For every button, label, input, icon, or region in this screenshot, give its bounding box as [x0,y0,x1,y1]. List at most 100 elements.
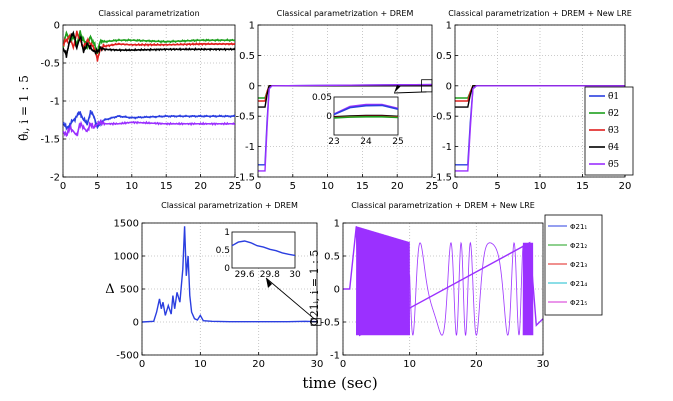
chart-5: Classical parametrization + DREM + New L… [320,201,549,370]
x-tick-label: 30 [311,359,324,370]
x-tick-label: 0 [340,359,346,370]
y-tick-label: 0 [54,21,60,32]
x-tick-label: 20 [194,181,207,192]
x-tick-label: 0 [452,181,458,192]
x-axis-label-time: time (sec) [302,374,377,392]
legend-label: θ̃2 [608,108,619,119]
series-line-2 [258,85,432,99]
inset-chart-2: 23 24 25 0 0.05 [312,79,433,147]
x-tick-label: 0 [255,181,261,192]
x-tick-label: 5 [290,181,296,192]
y-axis-label-theta: θ̃ᵢ, i = 1 : 5 [17,75,31,141]
legend-label: θ̃5 [608,159,619,170]
x-tick-label: 15 [576,181,589,192]
inset-y-tick-label: 0 [326,112,332,122]
y-tick-label: 0 [334,285,340,296]
y-tick-label: -0.5 [432,112,452,123]
y-tick-label: -1 [50,97,60,108]
chart-title: Classical parametrization + DREM + New L… [351,201,535,210]
inset-series-line [333,104,399,116]
inset-x-tick-label: 29.8 [260,270,280,280]
plot-frame [62,24,236,178]
y-tick-label: 1 [446,21,452,32]
y-tick-label: 500 [120,285,139,296]
zoom-arrow [265,277,315,320]
noisy-series-line [63,119,235,138]
x-tick-label: 10 [534,181,547,192]
inset-series-line [231,240,296,257]
inset-x-tick-label: 24 [360,137,372,147]
noise-overlay [63,30,235,138]
x-tick-label: 0 [60,181,66,192]
inset-series-line [333,116,399,119]
y-tick-label: -1.5 [432,173,452,184]
y-tick-label: 0.5 [239,51,255,62]
noisy-series-line [63,30,235,62]
y-tick-label: -2 [50,173,60,184]
legend-chart-5: Φ21₁ Φ21₂ Φ21₃ Φ21₄ Φ21₅ [544,214,603,316]
inset-y-tick-label: 1 [224,228,230,238]
x-tick-label: 5 [94,181,100,192]
legend-box [544,214,603,316]
y-tick-label: 0.5 [324,252,340,263]
legend-label: θ̃1 [608,91,619,102]
inset-frame [231,231,296,269]
x-tick-label: 30 [537,359,550,370]
y-tick-label: -0.5 [235,112,255,123]
legend-label: Φ21₂ [570,242,587,250]
series-line-5 [455,85,625,172]
inset-x-tick-label: 23 [328,137,339,147]
chart-title: Classical parametrization + DREM + New L… [448,9,632,18]
y-axis-label-delta: Δ [105,282,114,297]
y-axis-label-phi: Φ21ᵢ, i = 1 : 5 [308,250,321,327]
dense-band [355,226,411,336]
legend-label: Φ21₄ [570,280,587,288]
series-line-5 [258,83,432,172]
legend-label: θ̃4 [608,142,619,153]
y-tick-label: -1 [245,142,255,153]
x-tick-label: 20 [619,181,632,192]
y-tick-label: -1.5 [235,173,255,184]
noisy-series-line [63,30,235,55]
x-tick-label: 15 [160,181,173,192]
zoom-arrow-head [394,85,401,93]
noisy-series-line [63,32,235,58]
x-tick-label: 25 [229,181,242,192]
zoom-arrow [393,91,427,94]
noisy-series-line [63,109,235,131]
x-tick-label: 10 [321,181,334,192]
plot-frame [342,222,544,356]
x-tick-label: 20 [391,181,404,192]
y-tick-label: -1 [330,351,340,362]
plot-frame [257,24,433,178]
chart-3: Classical parametrization + DREM + New L… [432,9,631,192]
legend-label: Φ21₃ [570,261,587,269]
legend-label: Φ21₁ [570,223,587,231]
y-tick-label: 0 [249,81,255,92]
oscillation-fill [355,226,534,337]
x-tick-label: 25 [426,181,439,192]
x-tick-label: 15 [356,181,369,192]
y-tick-label: 1500 [114,219,139,230]
inset-y-tick-label: 0.5 [216,246,230,256]
zoom-arrow-head [266,278,272,288]
x-tick-label: 10 [125,181,138,192]
legend-label: Φ21₅ [570,299,587,307]
y-tick-label: -0.5 [40,59,60,70]
inset-y-tick-label: 0 [224,264,230,274]
sparse-oscillation [409,241,524,337]
chart-title: Classical parametrization [98,9,199,18]
chart-title: Classical parametrization + DREM [161,201,298,210]
y-tick-label: -1 [442,142,452,153]
inset-chart-4: 29.6 29.8 30 0 0.5 1 [216,228,322,326]
x-tick-label: 5 [494,181,500,192]
plot-frame [141,222,318,356]
y-tick-label: 0 [133,318,139,329]
y-tick-label: -0.5 [320,318,340,329]
x-tick-label: 20 [470,359,483,370]
y-tick-label: 0.5 [436,51,452,62]
inset-y-tick-label: 0.05 [312,93,332,103]
y-tick-label: 1 [334,219,340,230]
